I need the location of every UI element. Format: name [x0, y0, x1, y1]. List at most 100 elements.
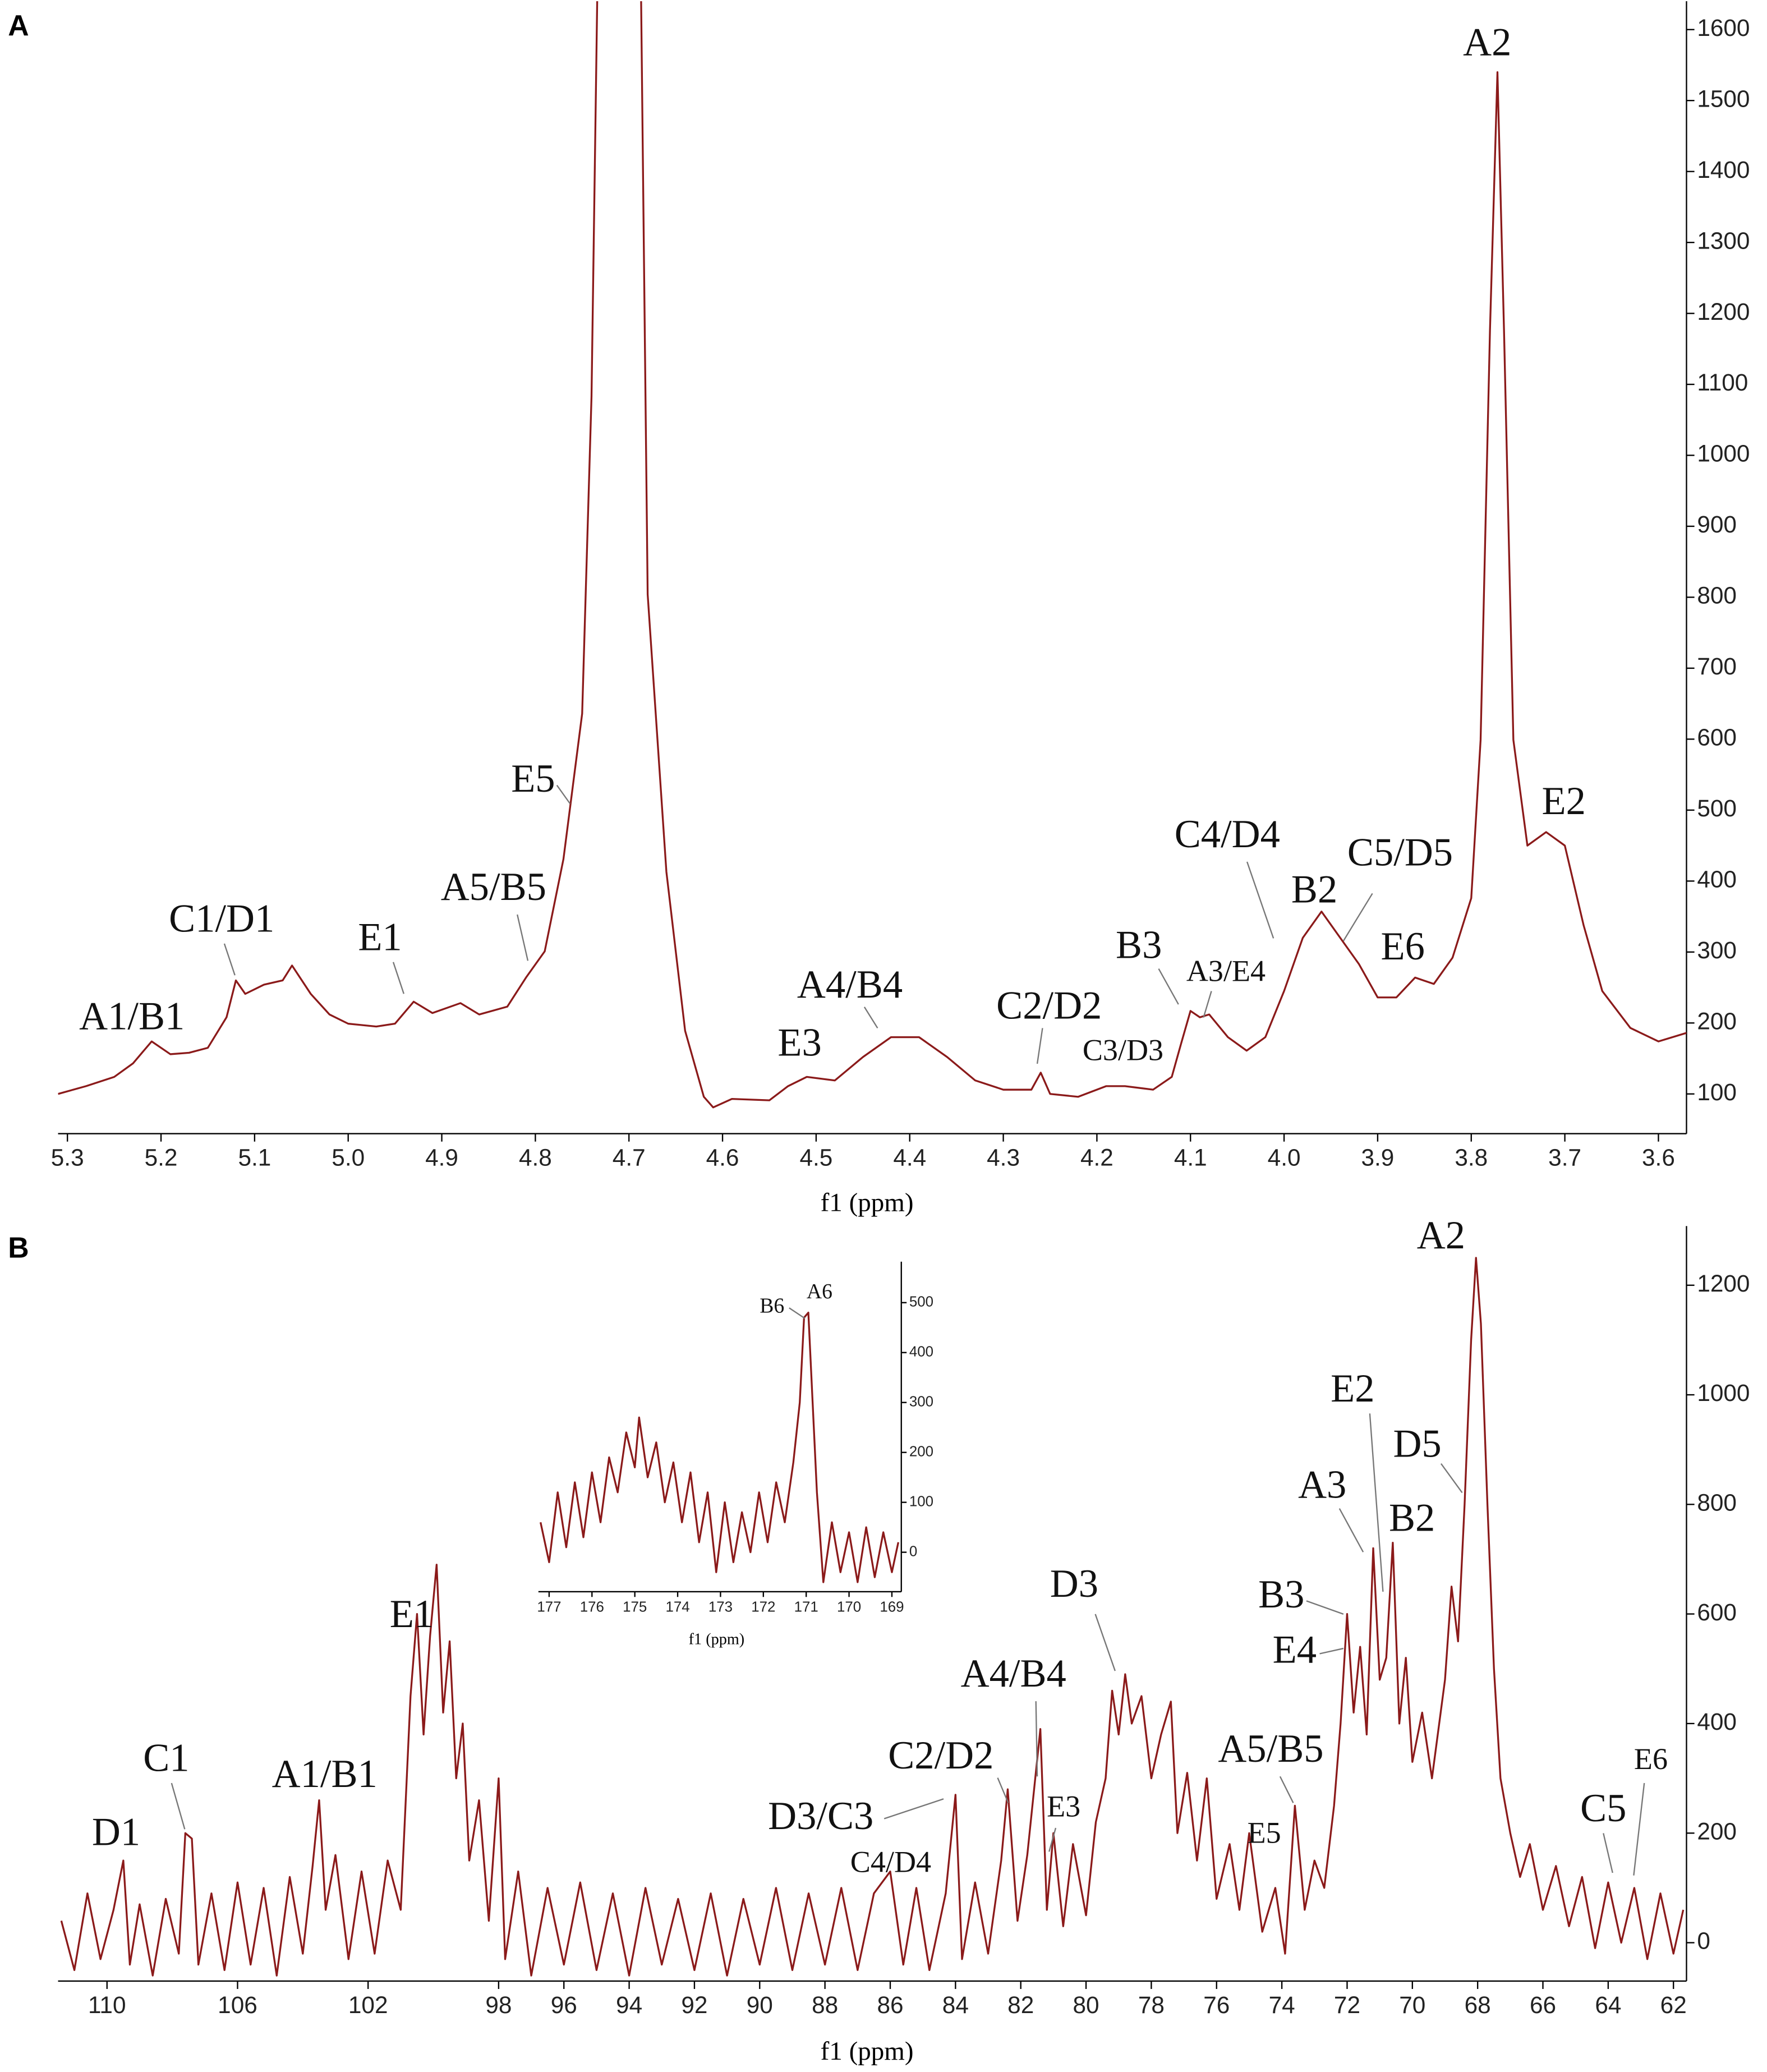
x-tick-label: 3.6: [1642, 1145, 1675, 1171]
x-tick-label: 62: [1660, 1992, 1687, 2018]
peak-label: D3/C3: [768, 1794, 873, 1838]
x-tick-label: 66: [1530, 1992, 1556, 2018]
y-tick-label: 0: [909, 1543, 917, 1559]
x-tick-label: 94: [616, 1992, 642, 2018]
x-tick-label: 4.6: [706, 1145, 739, 1171]
panel-label: B: [8, 1231, 29, 1264]
x-tick-label: 4.9: [425, 1145, 458, 1171]
x-tick-label: 4.5: [799, 1145, 832, 1171]
y-tick-label: 0: [1697, 1928, 1710, 1954]
x-tick-label: 64: [1595, 1992, 1621, 2018]
peak-label: B2: [1389, 1496, 1435, 1540]
x-tick-label: 177: [537, 1600, 561, 1615]
peak-label: A5/B5: [441, 865, 546, 909]
x-tick-label: 102: [348, 1992, 388, 2018]
leader-line: [1246, 861, 1274, 939]
x-tick-label: 96: [551, 1992, 577, 2018]
leader-line: [1035, 1701, 1038, 1777]
peak-label: B3: [1258, 1573, 1304, 1616]
leader-line: [1203, 991, 1212, 1018]
y-tick-label: 300: [909, 1394, 933, 1410]
y-tick-label: 1400: [1697, 157, 1750, 183]
x-tick-label: 98: [485, 1992, 512, 2018]
x-tick-label: 5.2: [145, 1145, 178, 1171]
x-tick-label: 4.3: [987, 1145, 1020, 1171]
spectrum-line: [58, 1, 1687, 1109]
x-tick-label: 4.7: [613, 1145, 646, 1171]
leader-line: [1603, 1833, 1613, 1873]
peak-label: E3: [777, 1021, 821, 1065]
peak-label: E6: [1634, 1742, 1668, 1776]
x-tick-label: 82: [1007, 1992, 1034, 2018]
x-tick-label: 4.2: [1080, 1145, 1113, 1171]
x-axis-label: f1 (ppm): [821, 1188, 914, 1217]
peak-label: A3/E4: [1186, 954, 1266, 987]
x-tick-label: 72: [1334, 1992, 1360, 2018]
y-tick-label: 1000: [1697, 1380, 1750, 1406]
y-tick-label: 900: [1697, 511, 1737, 537]
peak-label: E1: [390, 1592, 434, 1636]
peak-label: E5: [1248, 1816, 1281, 1850]
peak-label: A6: [807, 1280, 832, 1303]
peak-label: D3: [1050, 1562, 1098, 1606]
x-tick-label: 176: [580, 1600, 604, 1615]
peak-label: E2: [1542, 779, 1586, 823]
y-tick-label: 800: [1697, 582, 1737, 609]
x-axis-label: f1 (ppm): [821, 2037, 914, 2066]
leader-line: [1633, 1782, 1645, 1876]
y-tick-label: 800: [1697, 1490, 1737, 1516]
x-tick-label: 3.8: [1455, 1145, 1488, 1171]
y-tick-label: 600: [1697, 724, 1737, 751]
peak-label: B2: [1291, 868, 1337, 912]
leader-line: [1342, 893, 1373, 941]
peak-label: C3/D3: [1083, 1033, 1163, 1067]
leader-line: [884, 1798, 944, 1820]
leader-line: [863, 1007, 878, 1029]
peak-label: D1: [92, 1810, 140, 1854]
x-tick-label: 110: [88, 1992, 126, 2018]
y-tick-label: 200: [1697, 1818, 1737, 1844]
x-tick-label: 90: [747, 1992, 773, 2018]
leader-line: [1094, 1614, 1116, 1671]
x-tick-label: 76: [1203, 1992, 1230, 2018]
y-tick-label: 500: [909, 1294, 933, 1310]
leader-line: [1440, 1463, 1463, 1494]
peak-label: A3: [1298, 1463, 1346, 1507]
leader-line: [1306, 1600, 1344, 1615]
spectrum-line: [60, 1257, 1685, 1977]
peak-label: C1/D1: [169, 897, 274, 940]
x-tick-label: 4.8: [519, 1145, 552, 1171]
peak-label: B3: [1116, 923, 1162, 967]
y-tick-label: 100: [1697, 1079, 1737, 1105]
y-tick-label: 1300: [1697, 227, 1750, 254]
y-tick-label: 1000: [1697, 440, 1750, 467]
peak-label: C1: [143, 1736, 189, 1780]
peak-label: E4: [1273, 1628, 1317, 1672]
leader-line: [392, 962, 404, 994]
leader-line: [171, 1782, 186, 1830]
x-tick-label: 86: [877, 1992, 903, 2018]
peak-label: A4/B4: [797, 963, 903, 1007]
peak-label: E3: [1047, 1789, 1080, 1823]
peak-label: E1: [358, 915, 402, 959]
peak-label: C5: [1580, 1786, 1626, 1830]
y-tick-label: 1500: [1697, 85, 1750, 112]
x-tick-label: 4.0: [1268, 1145, 1301, 1171]
x-tick-label: 4.1: [1174, 1145, 1207, 1171]
peak-label: C5/D5: [1347, 831, 1453, 875]
peak-label: C2/D2: [996, 984, 1102, 1028]
peak-label: C4/D4: [1175, 812, 1280, 856]
peak-label: E5: [511, 757, 555, 801]
peak-label: C4/D4: [850, 1845, 931, 1878]
y-tick-label: 1200: [1697, 298, 1750, 325]
leader-line: [556, 784, 571, 805]
peak-label: A1/B1: [79, 994, 185, 1038]
y-tick-label: 400: [1697, 1708, 1737, 1735]
peak-label: A4/B4: [961, 1652, 1066, 1696]
x-tick-label: 5.1: [238, 1145, 271, 1171]
peak-label: C2/D2: [888, 1734, 993, 1777]
leader-line: [1279, 1776, 1294, 1803]
y-tick-label: 1200: [1697, 1270, 1750, 1297]
